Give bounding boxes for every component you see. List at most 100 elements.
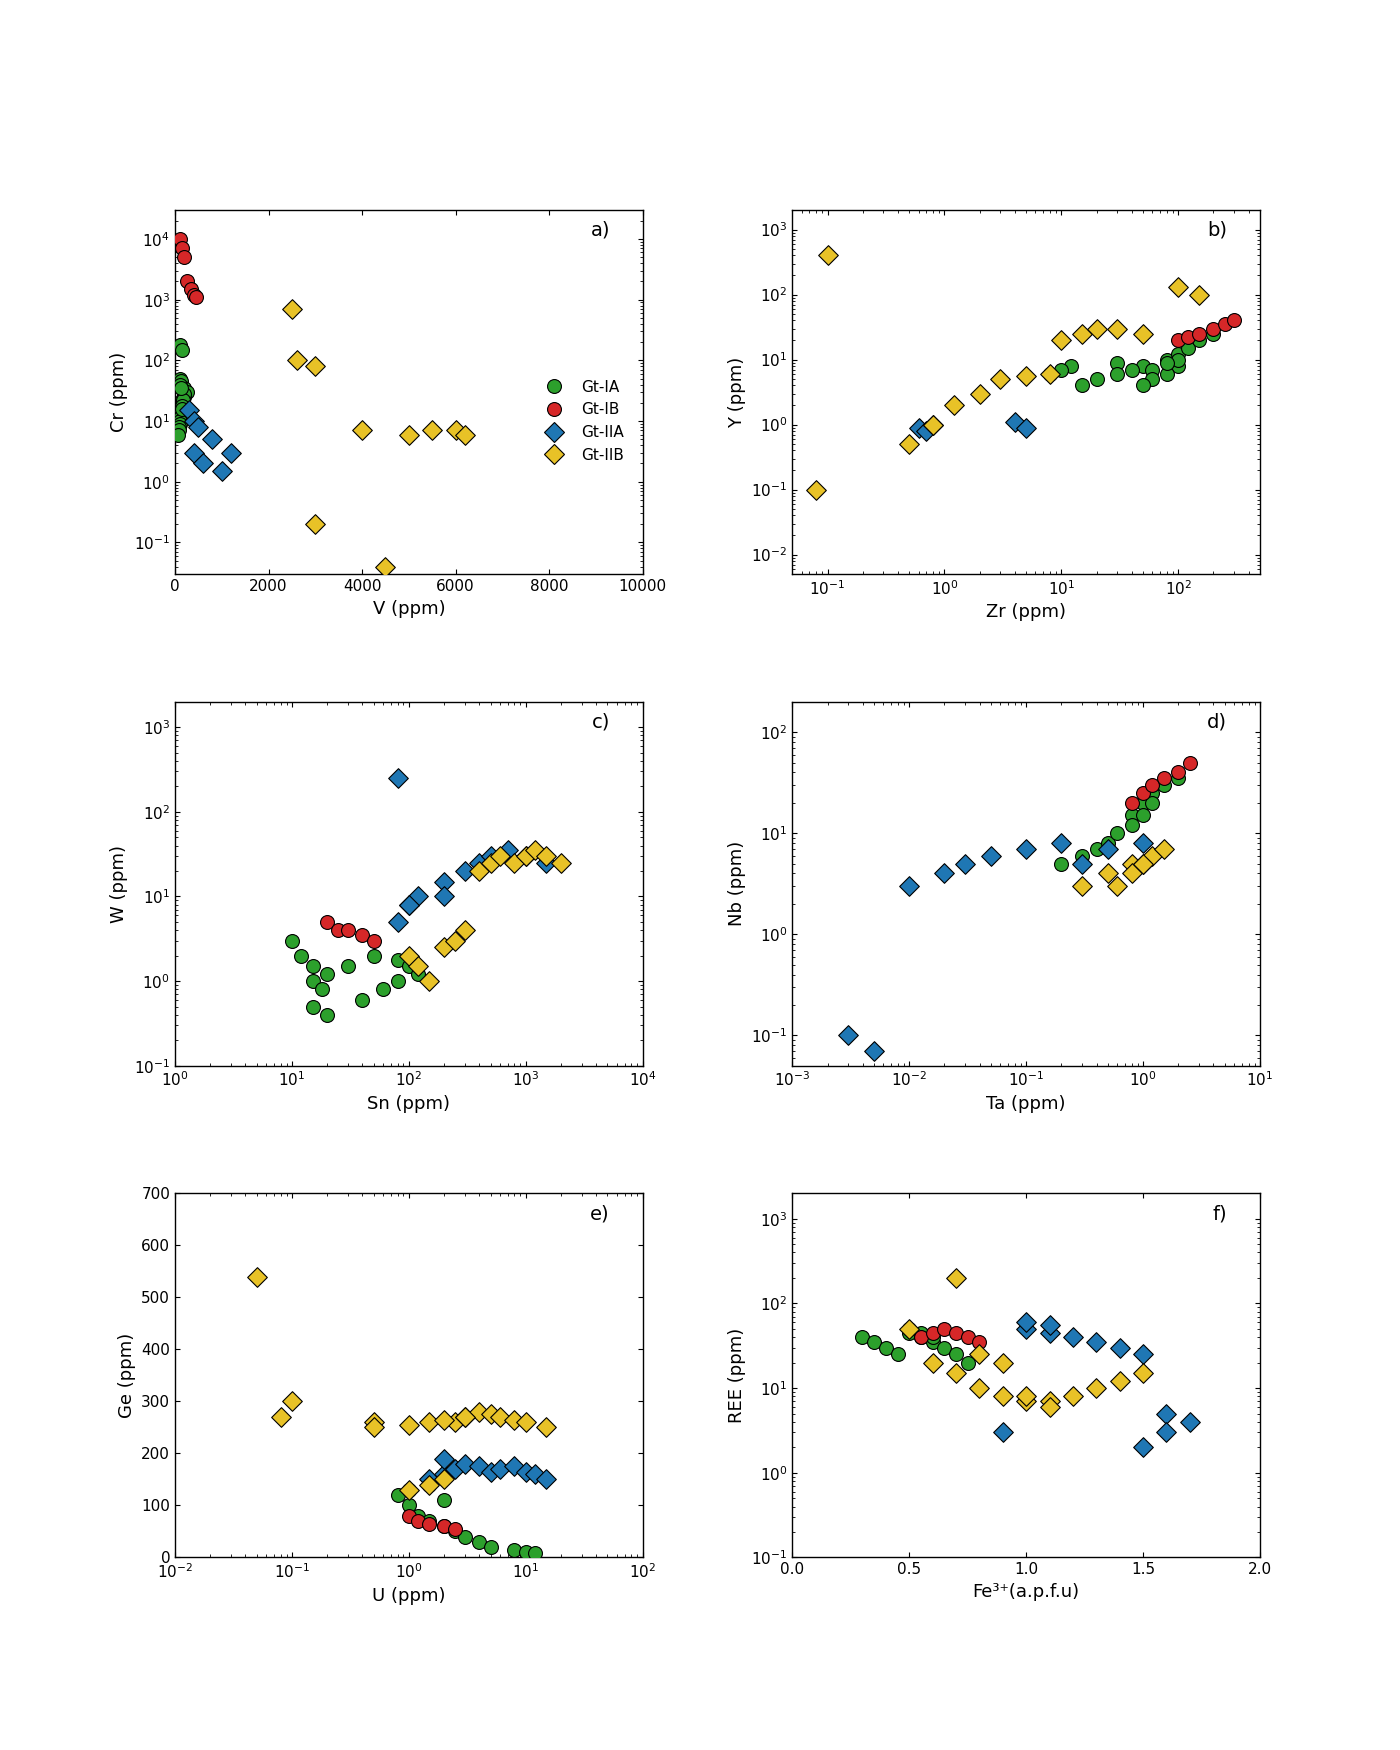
Point (837, 1022, 860, 1050)
Point (304, 511, 326, 539)
Point (419, 968, 441, 996)
Point (851, 1323, 874, 1351)
Point (433, 933, 455, 961)
Point (171, 336, 193, 364)
Point (497, 836, 519, 864)
Point (433, 1486, 455, 1514)
Point (398, 952, 420, 980)
Point (875, 1334, 897, 1362)
X-axis label: U (ppm): U (ppm) (372, 1587, 445, 1605)
Point (398, 1475, 420, 1503)
Point (1131, 1360, 1154, 1388)
Point (907, 413, 930, 441)
Point (479, 849, 501, 877)
Point (363, 928, 385, 956)
Point (969, 380, 991, 408)
Point (1203, 315, 1225, 343)
Point (371, 975, 393, 1003)
Text: b): b) (1207, 220, 1228, 240)
Point (281, 928, 304, 956)
Point (168, 413, 190, 441)
Point (202, 425, 224, 453)
Point (407, 1502, 430, 1530)
Point (433, 1446, 455, 1474)
Point (945, 1320, 967, 1348)
Point (923, 411, 945, 439)
Point (535, 1465, 557, 1493)
Point (169, 374, 192, 402)
Point (433, 1512, 455, 1540)
Point (171, 387, 193, 415)
Point (468, 1398, 490, 1426)
Text: c): c) (592, 712, 610, 732)
Point (454, 858, 476, 886)
Point (419, 1510, 441, 1538)
Point (1071, 320, 1093, 348)
Point (524, 1460, 546, 1488)
Point (1187, 280, 1210, 308)
Point (1050, 326, 1072, 354)
Point (862, 1038, 885, 1066)
Point (1156, 348, 1179, 376)
Point (407, 952, 430, 980)
Point (1085, 315, 1107, 343)
Point (945, 1360, 967, 1388)
Point (489, 842, 511, 870)
Point (1096, 859, 1119, 887)
Y-axis label: Ge (ppm): Ge (ppm) (118, 1334, 136, 1418)
Point (398, 420, 420, 448)
X-axis label: Fe³⁺(a.p.f.u): Fe³⁺(a.p.f.u) (973, 1584, 1079, 1601)
Point (921, 1328, 944, 1356)
Point (468, 1452, 490, 1480)
Point (805, 476, 827, 504)
Point (1120, 789, 1142, 817)
Point (991, 1382, 1014, 1410)
Point (1120, 859, 1142, 887)
Point (169, 410, 192, 438)
Point (1050, 850, 1072, 878)
Point (1085, 1328, 1107, 1356)
Point (386, 765, 409, 793)
Point (1060, 352, 1082, 380)
Point (281, 296, 304, 324)
Point (168, 364, 190, 392)
Point (969, 1340, 991, 1368)
Point (398, 1410, 420, 1438)
Y-axis label: Y (ppm): Y (ppm) (728, 357, 746, 427)
Point (433, 868, 455, 896)
Point (479, 1458, 501, 1486)
Point (168, 331, 190, 359)
Point (336, 917, 358, 945)
Point (1106, 315, 1128, 343)
Point (1039, 360, 1061, 388)
Point (351, 920, 374, 948)
Point (169, 396, 192, 424)
Point (1156, 345, 1179, 373)
Point (1050, 830, 1072, 858)
Point (1168, 765, 1190, 793)
Point (444, 1516, 466, 1544)
Point (407, 961, 430, 989)
Point (479, 1533, 501, 1561)
Point (489, 1454, 511, 1482)
Point (433, 1405, 455, 1433)
Point (1168, 273, 1190, 301)
Point (419, 1465, 441, 1493)
Point (351, 985, 374, 1013)
Point (980, 842, 1002, 870)
Point (1085, 835, 1107, 863)
Point (454, 917, 476, 945)
Point (1152, 765, 1175, 793)
Point (1131, 1340, 1154, 1368)
Point (1015, 1388, 1037, 1416)
Point (174, 243, 196, 271)
Point (1222, 306, 1245, 334)
Point (386, 908, 409, 936)
Point (185, 284, 207, 312)
Point (1168, 345, 1190, 373)
Point (316, 908, 339, 936)
Point (535, 1414, 557, 1442)
Point (862, 1328, 885, 1356)
Point (515, 842, 538, 870)
Point (454, 1522, 476, 1550)
